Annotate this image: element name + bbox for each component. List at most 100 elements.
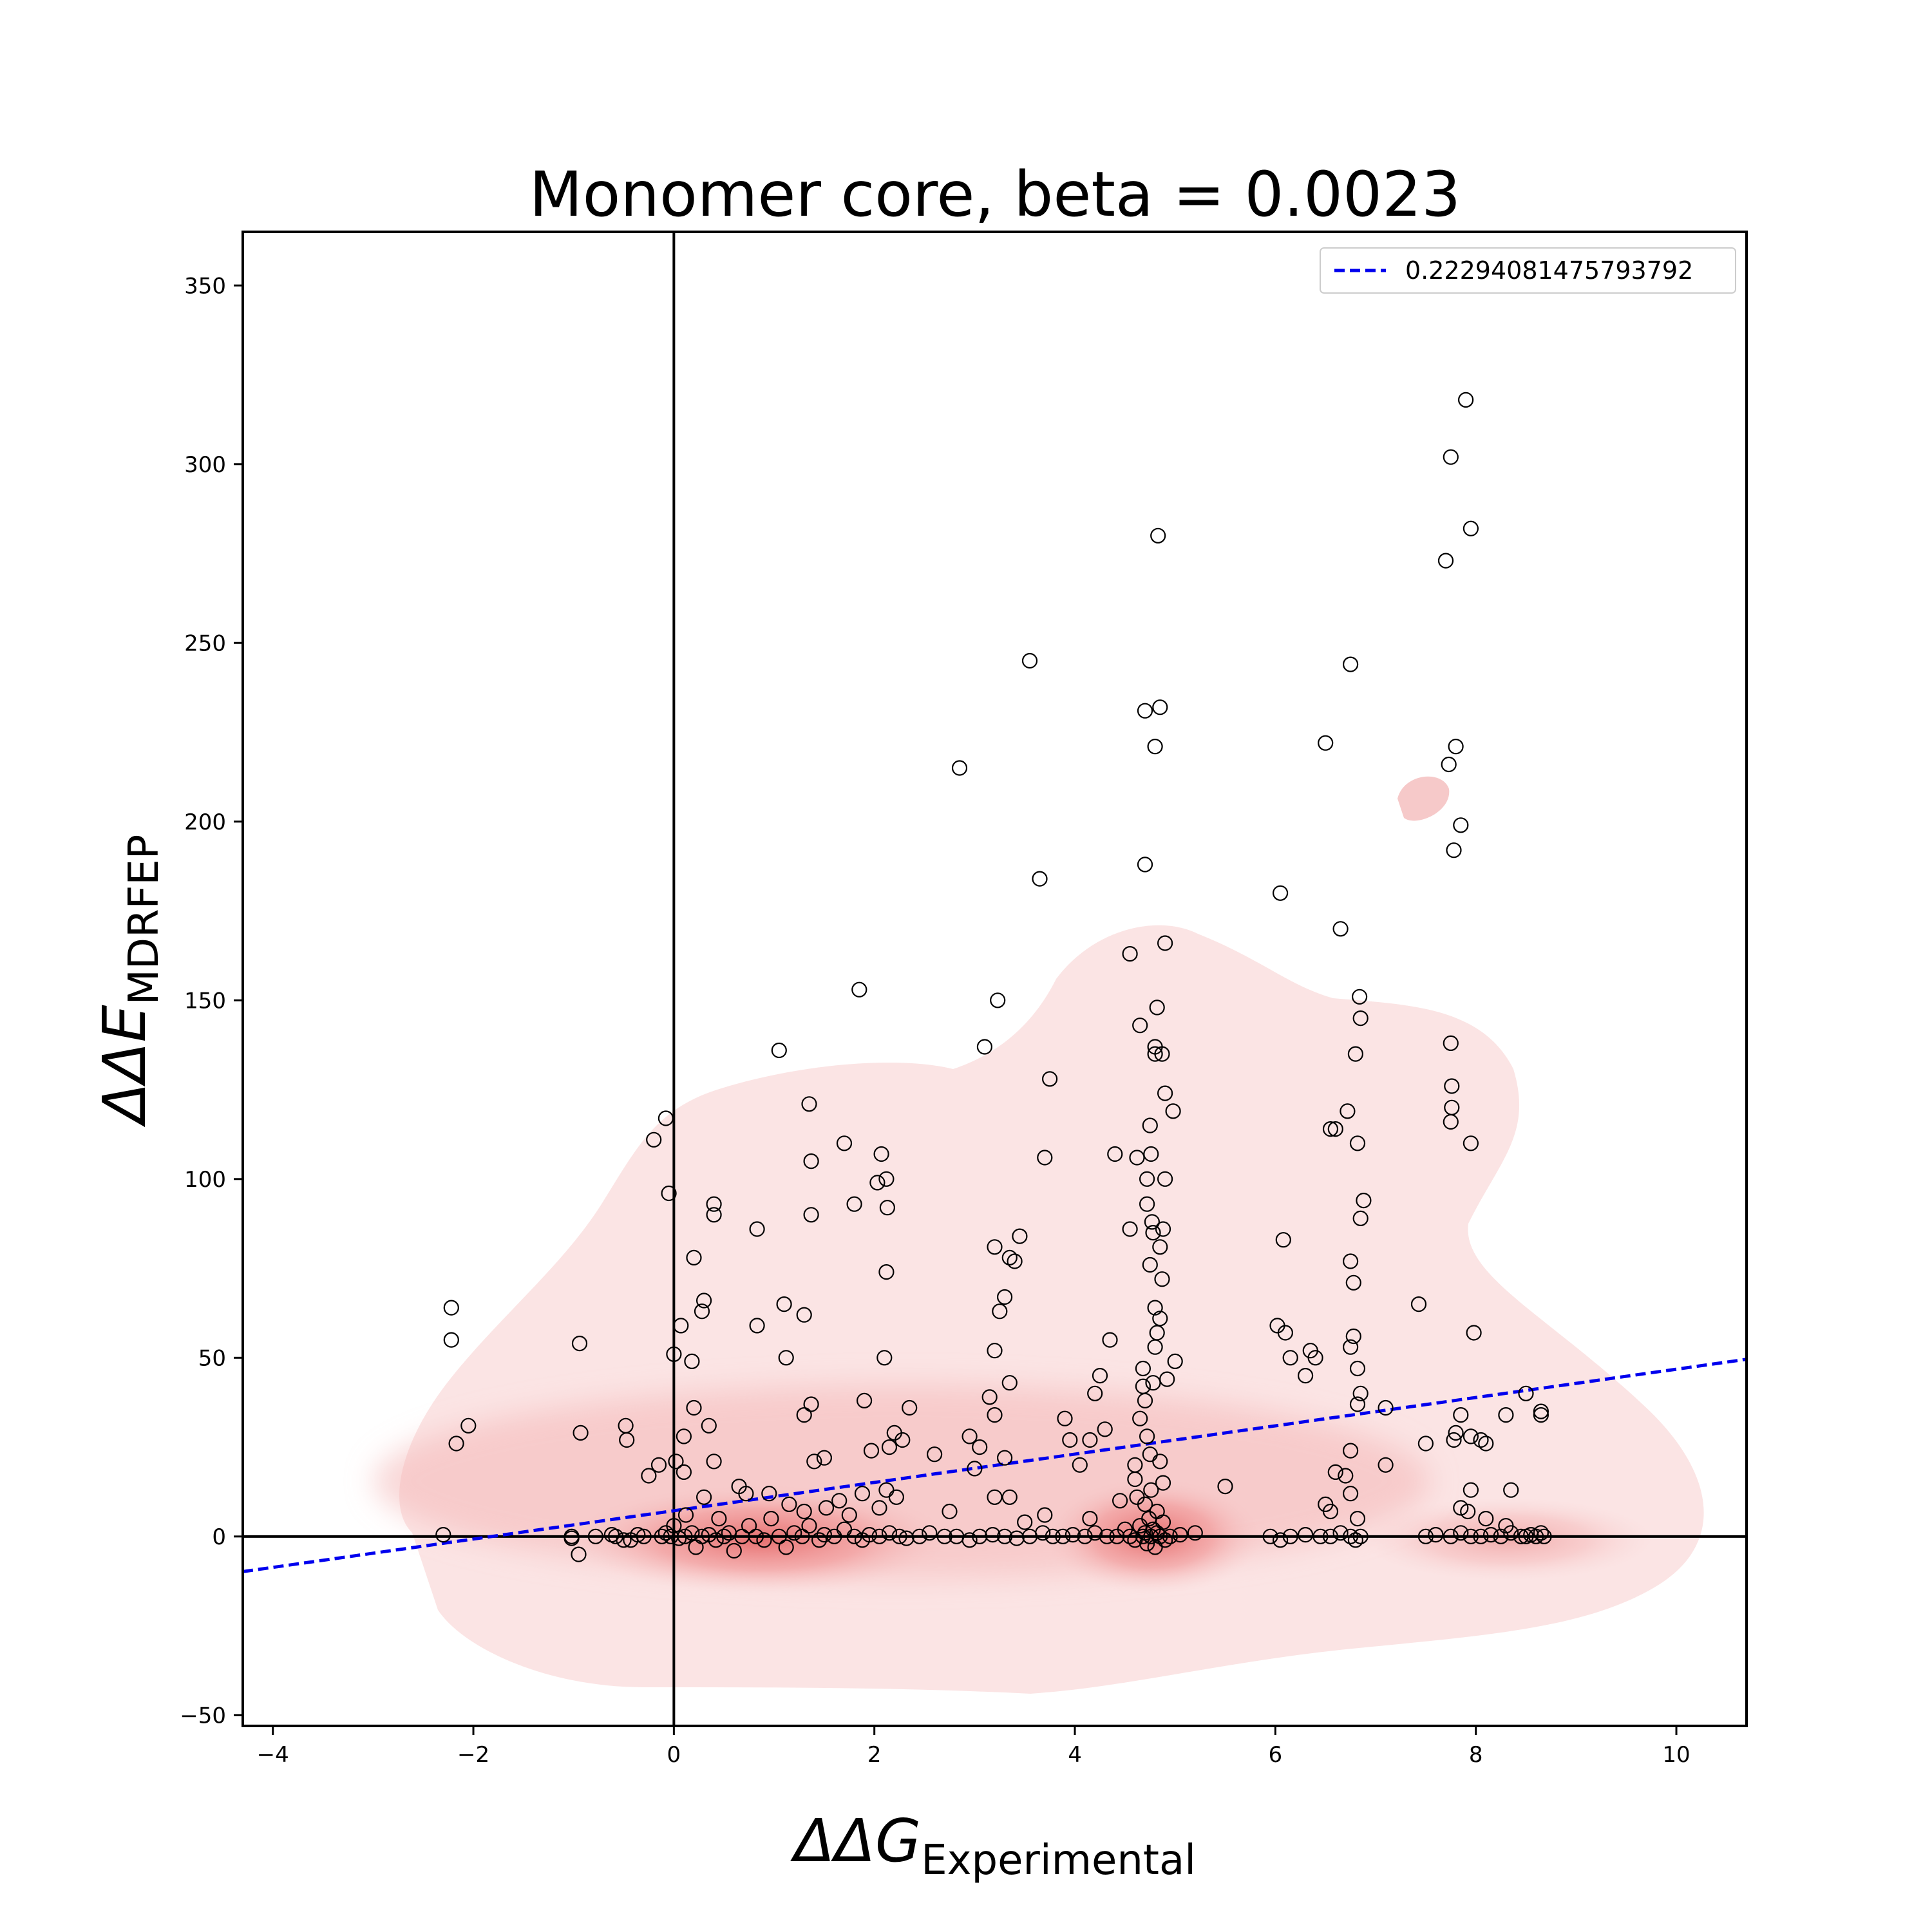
data-point bbox=[1045, 1528, 1061, 1544]
data-point bbox=[1154, 1271, 1170, 1287]
kde-top-blob bbox=[1397, 776, 1450, 821]
data-point bbox=[1498, 1407, 1514, 1423]
x-axis-label: ΔΔGExperimental bbox=[790, 1806, 1196, 1884]
y-axis-label-main: ΔΔE bbox=[90, 1005, 159, 1127]
data-point bbox=[1077, 1528, 1093, 1544]
data-point bbox=[1473, 1432, 1489, 1448]
y-tick-label: 50 bbox=[198, 1345, 226, 1371]
data-point bbox=[1137, 857, 1153, 873]
x-tick-label: −2 bbox=[457, 1742, 489, 1768]
data-point bbox=[748, 1528, 764, 1544]
data-point bbox=[951, 760, 968, 776]
data-point bbox=[749, 1221, 765, 1237]
data-point bbox=[448, 1435, 464, 1452]
data-point bbox=[1150, 527, 1166, 544]
data-point bbox=[1132, 1410, 1148, 1426]
data-point bbox=[869, 1175, 886, 1191]
data-point bbox=[1347, 1532, 1363, 1548]
data-point bbox=[1463, 1135, 1479, 1151]
data-point bbox=[1327, 1121, 1343, 1137]
data-point bbox=[1037, 1150, 1053, 1166]
data-point bbox=[564, 1530, 580, 1546]
data-point bbox=[1152, 1311, 1168, 1327]
data-point bbox=[1453, 1500, 1469, 1516]
data-point bbox=[1144, 1214, 1160, 1230]
data-point bbox=[1165, 1103, 1181, 1119]
data-point bbox=[881, 1439, 898, 1455]
data-point bbox=[607, 1528, 624, 1544]
data-point bbox=[861, 1527, 878, 1543]
chart-title: Monomer core, beta = 0.0023 bbox=[529, 158, 1461, 231]
data-point bbox=[1463, 1428, 1479, 1444]
data-point bbox=[1143, 1482, 1159, 1498]
data-point bbox=[1343, 1339, 1359, 1355]
data-point bbox=[1410, 1296, 1427, 1312]
data-point bbox=[641, 1468, 657, 1484]
data-point bbox=[706, 1207, 722, 1223]
data-point bbox=[686, 1399, 702, 1416]
data-point bbox=[684, 1525, 700, 1541]
data-point bbox=[706, 1454, 722, 1470]
data-point bbox=[1453, 817, 1469, 833]
data-point bbox=[1352, 1385, 1368, 1401]
data-point bbox=[1007, 1253, 1023, 1269]
data-point bbox=[801, 1096, 817, 1112]
data-point bbox=[1463, 520, 1479, 536]
data-point bbox=[778, 1539, 794, 1555]
data-point bbox=[996, 1528, 1013, 1544]
data-point bbox=[1448, 739, 1464, 755]
data-point bbox=[646, 1132, 662, 1148]
data-point bbox=[1152, 699, 1168, 715]
data-point bbox=[1082, 1432, 1098, 1448]
data-point bbox=[650, 1457, 667, 1473]
data-point bbox=[1536, 1528, 1552, 1544]
legend-box bbox=[1320, 247, 1736, 294]
data-point bbox=[1322, 1528, 1339, 1544]
data-point bbox=[854, 1486, 871, 1502]
data-point bbox=[571, 1336, 588, 1352]
data-point bbox=[891, 1528, 907, 1544]
data-point bbox=[1343, 1528, 1359, 1544]
data-point bbox=[435, 1527, 451, 1543]
data-point bbox=[1082, 1511, 1098, 1527]
data-point bbox=[1533, 1525, 1549, 1541]
data-point bbox=[1157, 1171, 1173, 1187]
data-point bbox=[1503, 1482, 1519, 1498]
data-point bbox=[1441, 756, 1457, 773]
data-point bbox=[1332, 921, 1349, 937]
data-point bbox=[1443, 449, 1459, 465]
x-tick-label: 10 bbox=[1662, 1742, 1690, 1768]
data-point bbox=[972, 1439, 988, 1455]
data-point bbox=[871, 1500, 887, 1516]
data-point bbox=[972, 1528, 988, 1544]
data-point bbox=[1001, 1249, 1018, 1266]
data-point bbox=[771, 1042, 787, 1059]
y-tick-label: 250 bbox=[184, 630, 226, 656]
data-point bbox=[1137, 1392, 1153, 1408]
data-point bbox=[1145, 1224, 1161, 1241]
data-point bbox=[796, 1407, 812, 1423]
data-point bbox=[1099, 1528, 1115, 1544]
data-point bbox=[806, 1454, 822, 1470]
data-point bbox=[1297, 1527, 1314, 1543]
y-tick-label: 200 bbox=[184, 810, 226, 835]
data-point bbox=[976, 1039, 993, 1055]
data-point bbox=[1167, 1353, 1183, 1369]
data-point bbox=[888, 1489, 905, 1505]
data-point bbox=[1297, 1368, 1314, 1384]
data-point bbox=[961, 1532, 978, 1548]
data-point bbox=[1152, 1239, 1168, 1255]
data-point bbox=[684, 1353, 700, 1369]
data-point bbox=[676, 1464, 692, 1480]
data-point bbox=[706, 1196, 722, 1212]
data-point bbox=[708, 1532, 724, 1548]
data-point bbox=[1332, 1525, 1349, 1541]
data-point bbox=[1137, 703, 1153, 719]
data-point bbox=[1162, 1528, 1179, 1544]
data-point bbox=[801, 1518, 817, 1534]
data-point bbox=[1428, 1527, 1444, 1543]
data-point bbox=[1097, 1421, 1113, 1437]
data-point bbox=[967, 1461, 983, 1477]
data-point bbox=[654, 1528, 670, 1544]
data-point bbox=[673, 1318, 689, 1334]
